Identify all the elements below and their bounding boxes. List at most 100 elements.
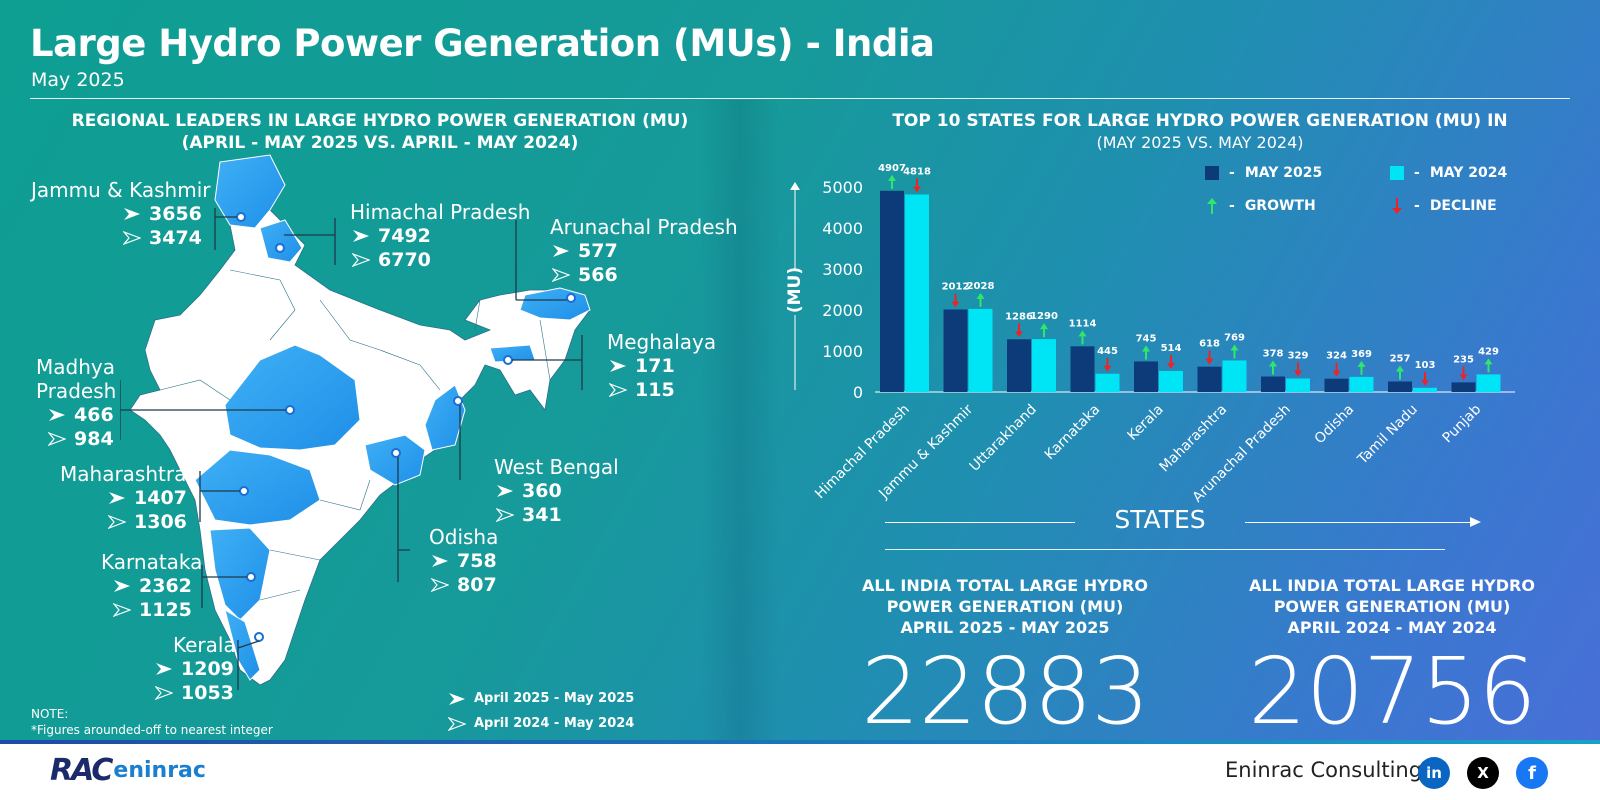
- region-value-v2025: 758: [457, 550, 497, 572]
- bar-may2024: [1032, 339, 1056, 392]
- legend-dash: -: [1229, 165, 1235, 181]
- region-value-row-v2025: 466: [48, 403, 116, 427]
- decline-arrow-icon: [1103, 357, 1112, 372]
- decline-arrow-icon: [951, 293, 960, 308]
- bar-may2024: [1413, 387, 1437, 392]
- map-legend-2024-label: April 2024 - May 2024: [474, 716, 635, 731]
- filled-arrow-icon: [109, 492, 125, 504]
- data-label-may2024: 445: [1097, 346, 1118, 357]
- dot-wb: [453, 396, 463, 406]
- map-legend-2025-label: April 2025 - May 2025: [474, 691, 635, 706]
- region-label-1: Jammu & Kashmir 3656 3474: [31, 178, 210, 250]
- decline-arrow-icon: [1015, 323, 1023, 338]
- region-value-row-v2024: 6770: [352, 248, 530, 272]
- region-value-row-v2024: 984: [48, 427, 116, 451]
- region-label-3: Arunachal Pradesh 577 566: [550, 215, 738, 287]
- region-value-row-v2024: 341: [496, 503, 619, 527]
- region-label-9: Karnataka 2362 1125: [101, 550, 202, 622]
- region-value-row-v2024: 1306: [108, 510, 187, 534]
- region-value-v2024: 566: [578, 264, 618, 286]
- bar-may2024: [1349, 376, 1374, 392]
- region-name: Arunachal Pradesh: [550, 215, 738, 239]
- footer: [0, 740, 1600, 800]
- region-value-row-v2024: 807: [431, 573, 498, 597]
- legend-decline: - DECLINE: [1390, 197, 1590, 215]
- decline-arrow-icon: [1205, 350, 1214, 365]
- outline-arrow-icon: [431, 578, 449, 592]
- logo-wordmark: eninrac: [113, 758, 206, 783]
- dot-ka: [246, 572, 256, 582]
- map-title-line2: (APRIL - MAY 2025 VS. APRIL - MAY 2024): [181, 133, 579, 153]
- y-tick-label: 3000: [822, 260, 863, 279]
- growth-arrow-icon: [1078, 330, 1087, 345]
- chart-title-line1: TOP 10 STATES FOR LARGE HYDRO POWER GENE…: [892, 111, 1508, 131]
- region-name: Maharashtra: [60, 462, 187, 486]
- region-label-4: Meghalaya 171 115: [607, 330, 716, 402]
- y-axis-label: (MU): [785, 267, 805, 313]
- outline-arrow-icon: [123, 231, 141, 245]
- region-value-row-v2025: 1209: [155, 657, 236, 681]
- filled-arrow-icon: [114, 580, 130, 592]
- x-tick-label: Odisha: [1312, 402, 1358, 448]
- data-label-may2025: 324: [1326, 351, 1347, 362]
- y-axis-arrowhead-icon: [790, 182, 800, 190]
- map-section-title: REGIONAL LEADERS IN LARGE HYDRO POWER GE…: [40, 110, 720, 154]
- region-label-8: Odisha 758 807: [429, 525, 498, 597]
- bar-may2025: [1007, 339, 1031, 392]
- data-label-may2025: 4907: [878, 163, 906, 174]
- legend-may2024-label: MAY 2024: [1429, 165, 1508, 181]
- y-tick-label: 1000: [822, 342, 863, 361]
- region-name: Meghalaya: [607, 330, 717, 354]
- map-legend-2025: April 2025 - May 2025: [448, 686, 634, 711]
- decline-arrow-icon: [1332, 362, 1341, 377]
- bar-may2024: [1095, 373, 1120, 392]
- region-value-v2025: 171: [635, 355, 675, 377]
- x-twitter-icon[interactable]: X: [1467, 757, 1499, 789]
- stat-2025-value: 22883: [861, 638, 1150, 745]
- data-label-may2025: 2012: [942, 282, 970, 293]
- growth-arrow-icon: [1357, 360, 1366, 375]
- bar-may2025: [1134, 361, 1158, 392]
- filled-arrow-icon: [49, 409, 65, 421]
- footer-accent-bar: [0, 740, 1600, 744]
- region-value-v2024: 3474: [149, 227, 202, 249]
- stat-2025-line2: POWER GENERATION (MU): [886, 597, 1124, 616]
- legend-decline-label: DECLINE: [1429, 198, 1497, 214]
- legend-dash: -: [1229, 198, 1235, 214]
- page-subtitle: May 2025: [31, 69, 125, 91]
- bar-may2024: [1159, 370, 1183, 392]
- filled-arrow-icon: [497, 485, 513, 497]
- chart-title-line2: (MAY 2025 VS. MAY 2024): [1096, 133, 1304, 152]
- region-value-row-v2025: 360: [496, 479, 619, 503]
- header-divider: [30, 98, 1570, 99]
- region-value-v2024: 1125: [139, 599, 192, 621]
- facebook-icon[interactable]: f: [1516, 757, 1548, 789]
- data-label-may2024: 2028: [967, 281, 995, 292]
- x-tick-label: Punjab: [1440, 401, 1485, 446]
- bar-may2025: [943, 309, 968, 392]
- states-arrowhead-icon: [1470, 517, 1481, 527]
- map-kerala: [224, 608, 261, 681]
- outline-arrow-icon: [113, 603, 131, 617]
- bar-may2025: [1261, 376, 1285, 392]
- region-value-row-v2024: 3474: [123, 226, 210, 250]
- stat-2024-value: 20756: [1248, 638, 1537, 745]
- map-karnataka: [209, 527, 271, 621]
- region-name: West Bengal: [494, 455, 619, 479]
- region-value-v2025: 3656: [149, 203, 202, 225]
- region-value-row-v2024: 566: [552, 263, 738, 287]
- map-borders: [159, 269, 551, 601]
- states-axis-label: STATES: [1114, 505, 1206, 534]
- filled-arrow-icon: [124, 208, 140, 220]
- region-value-v2024: 1306: [134, 511, 187, 533]
- legend-may2025-label: MAY 2025: [1244, 165, 1323, 181]
- x-tick-label: Kerala: [1124, 402, 1166, 444]
- outline-arrow-icon: [552, 268, 570, 282]
- data-label-may2025: 1114: [1069, 318, 1097, 329]
- region-value-v2025: 577: [578, 240, 618, 262]
- region-value-row-v2025: 2362: [113, 574, 202, 598]
- linkedin-icon[interactable]: in: [1418, 757, 1450, 789]
- bar-may2024: [1476, 374, 1501, 392]
- outline-arrow-icon: [48, 432, 66, 446]
- region-label-7: West Bengal 360 341: [494, 455, 619, 527]
